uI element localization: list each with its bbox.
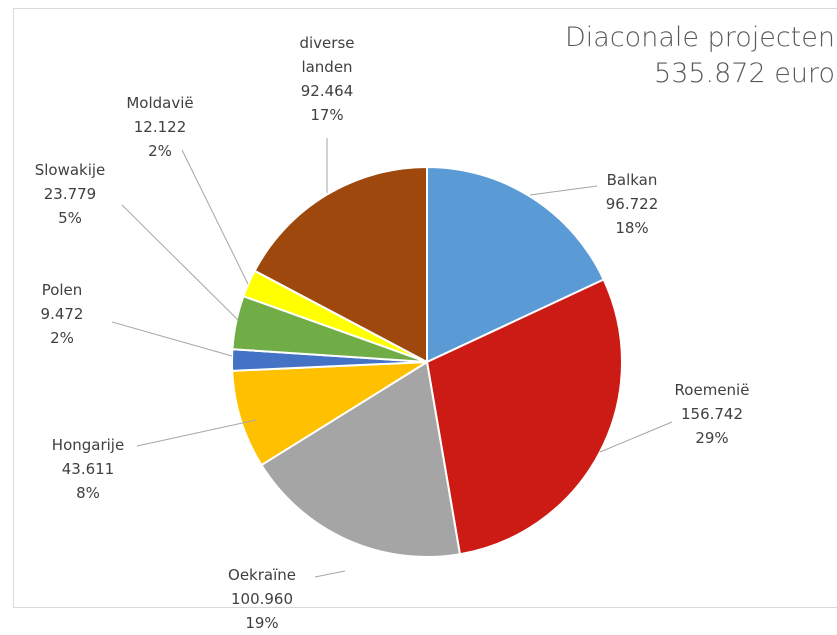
data-label: Oekraïne 100.960 19% — [228, 563, 296, 635]
label-name: Roemenië — [674, 381, 750, 399]
label-percent: 2% — [50, 329, 74, 347]
pie-area — [111, 138, 673, 578]
label-name: Polen — [41, 281, 83, 299]
label-percent: 29% — [695, 429, 729, 447]
data-label: Balkan 96.722 18% — [606, 168, 659, 240]
chart: Diaconale projecten 535.872 euro Balkan 9… — [13, 8, 837, 632]
leader-line — [111, 321, 233, 357]
label-value: 96.722 — [605, 195, 659, 213]
label-name: Oekraïne — [228, 566, 296, 584]
label-name: Hongarije — [51, 436, 125, 454]
pie-slice — [425, 278, 623, 556]
label-value: 23.779 — [43, 185, 97, 203]
leader-line — [314, 570, 346, 578]
label-percent: 17% — [310, 106, 344, 124]
data-label: Slowakije 23.779 5% — [35, 158, 106, 230]
label-percent: 19% — [245, 614, 279, 632]
data-label: Polen 9.472 2% — [41, 278, 84, 350]
pie-slice — [260, 360, 462, 558]
data-label: diverse landen 92.464 17% — [292, 31, 362, 127]
data-label: Hongarije 43.611 8% — [52, 433, 124, 505]
label-percent: 5% — [58, 209, 82, 227]
label-name: diverse landen — [299, 34, 355, 76]
leader-line — [529, 185, 598, 196]
leader-line — [181, 149, 249, 285]
chart-frame — [13, 8, 837, 608]
label-name: Balkan — [606, 171, 658, 189]
data-label: Roemenië 156.742 29% — [675, 378, 750, 450]
leader-line — [121, 204, 239, 321]
pie-slice — [231, 360, 431, 467]
label-percent: 8% — [76, 484, 100, 502]
leader-line — [599, 421, 673, 453]
label-value: 9.472 — [40, 305, 84, 323]
label-name: Moldavië — [126, 94, 194, 112]
chart-title: Diaconale projecten — [565, 22, 835, 53]
chart-subtitle: 535.872 euro — [654, 58, 835, 89]
label-value: 12.122 — [133, 118, 187, 136]
label-percent: 2% — [148, 142, 172, 160]
label-percent: 18% — [615, 219, 649, 237]
pie-slice — [253, 165, 428, 364]
leader-line — [136, 419, 257, 447]
pie-slice — [426, 165, 606, 364]
data-label: Moldavië 12.122 2% — [126, 91, 193, 163]
label-value: 156.742 — [680, 405, 744, 423]
label-value: 92.464 — [300, 82, 354, 100]
label-name: Slowakije — [34, 161, 106, 179]
label-value: 100.960 — [230, 590, 294, 608]
label-value: 43.611 — [61, 460, 115, 478]
